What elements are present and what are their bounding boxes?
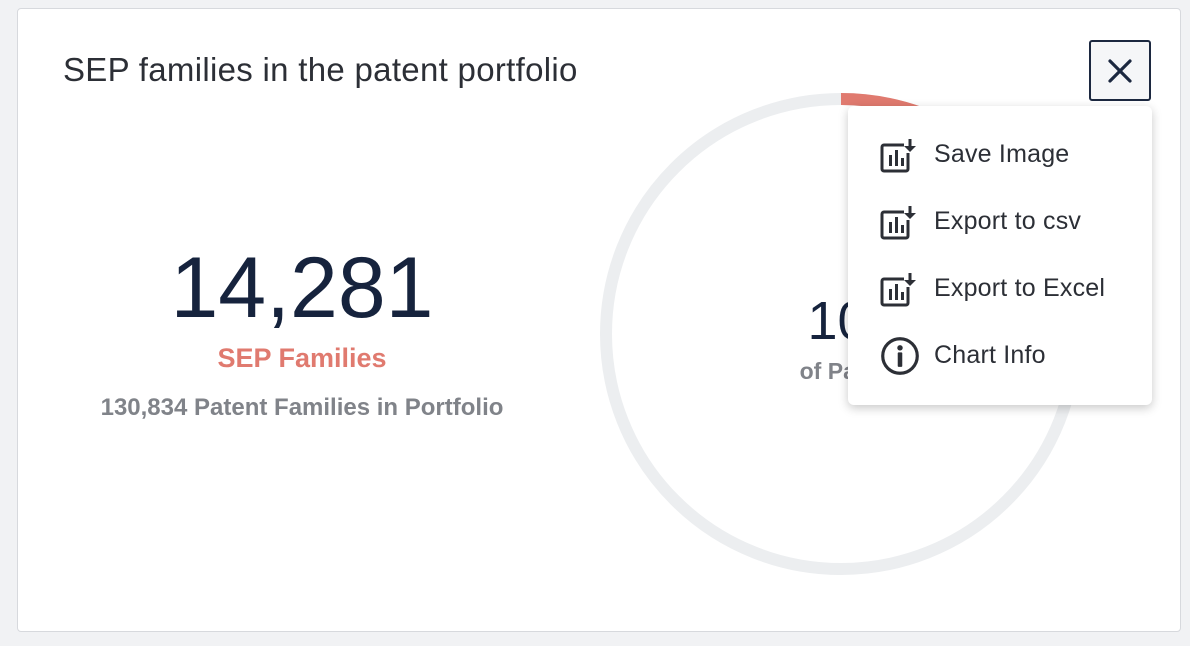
- menu-item-label: Export to csv: [934, 207, 1082, 235]
- menu-item-label: Chart Info: [934, 341, 1046, 369]
- chart-options-menu: Save Image Export to csv: [848, 106, 1152, 405]
- portfolio-families-caption: 130,834 Patent Families in Portfolio: [100, 394, 504, 421]
- menu-item-export-csv[interactable]: Export to csv: [848, 188, 1152, 255]
- menu-item-chart-info[interactable]: Chart Info: [848, 322, 1152, 389]
- card-title: SEP families in the patent portfolio: [63, 51, 578, 88]
- menu-item-label: Save Image: [934, 140, 1070, 168]
- sep-families-count: 14,281: [170, 240, 434, 336]
- close-icon: [1108, 58, 1132, 83]
- info-icon: [880, 334, 920, 378]
- sep-families-label: SEP Families: [217, 343, 387, 373]
- close-button[interactable]: [1089, 40, 1151, 101]
- menu-item-export-excel[interactable]: Export to Excel: [848, 255, 1152, 322]
- menu-item-label: Export to Excel: [934, 274, 1106, 302]
- chart-download-icon: [880, 267, 920, 311]
- menu-item-save-image[interactable]: Save Image: [848, 121, 1152, 188]
- chart-download-icon: [880, 133, 920, 177]
- chart-download-icon: [880, 200, 920, 244]
